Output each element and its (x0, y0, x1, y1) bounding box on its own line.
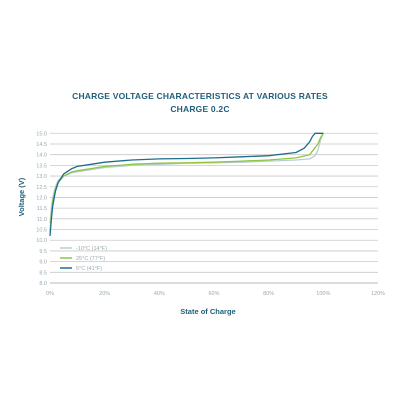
series-lines (50, 133, 323, 236)
y-tick-label: 8.5 (39, 270, 47, 276)
x-tick-label: 40% (154, 291, 165, 297)
x-axis-label: State of Charge (180, 307, 235, 316)
y-tick-label: 11.5 (37, 206, 47, 212)
y-tick-label: 11.0 (37, 217, 47, 223)
y-tick-label: 12.5 (36, 185, 47, 191)
legend-label: -10°C (14°F) (76, 246, 107, 252)
y-tick-label: 9.0 (39, 260, 47, 266)
y-tick-label: 9.5 (39, 249, 47, 255)
x-tick-label: 120% (371, 291, 385, 297)
y-tick-label: 13.5 (36, 163, 47, 169)
x-tick-label: 0% (46, 291, 54, 297)
y-tick-label: 10.5 (36, 228, 47, 234)
y-tick-label: 13.0 (36, 174, 47, 180)
series-line-0 (50, 133, 323, 223)
legend-label: 5°C (41°F) (76, 266, 102, 272)
x-axis-ticks: 0% 20% 40% 60% 80% 100% 120% (46, 291, 385, 297)
x-tick-label: 20% (99, 291, 110, 297)
y-tick-label: 10.0 (36, 238, 47, 244)
y-tick-label: 14.0 (36, 153, 47, 159)
x-tick-label: 80% (263, 291, 274, 297)
series-line-1 (50, 133, 323, 231)
y-tick-label: 15.0 (36, 131, 47, 137)
x-tick-label: 60% (208, 291, 219, 297)
series-line-2 (50, 133, 323, 236)
y-axis-ticks: 8.0 8.5 9.0 9.5 10.0 10.5 11.0 11.5 12.0 12.5 13.0… (36, 131, 47, 287)
y-tick-label: 14.5 (36, 142, 47, 148)
y-tick-label: 12.0 (36, 195, 47, 201)
y-tick-label: 8.0 (39, 281, 47, 287)
y-axis-label: Voltage (V) (17, 177, 26, 216)
x-tick-label: 100% (316, 291, 330, 297)
legend-label: 25°C (77°F) (76, 256, 105, 262)
legend: -10°C (14°F) 25°C (77°F) 5°C (41°F) (60, 246, 107, 272)
